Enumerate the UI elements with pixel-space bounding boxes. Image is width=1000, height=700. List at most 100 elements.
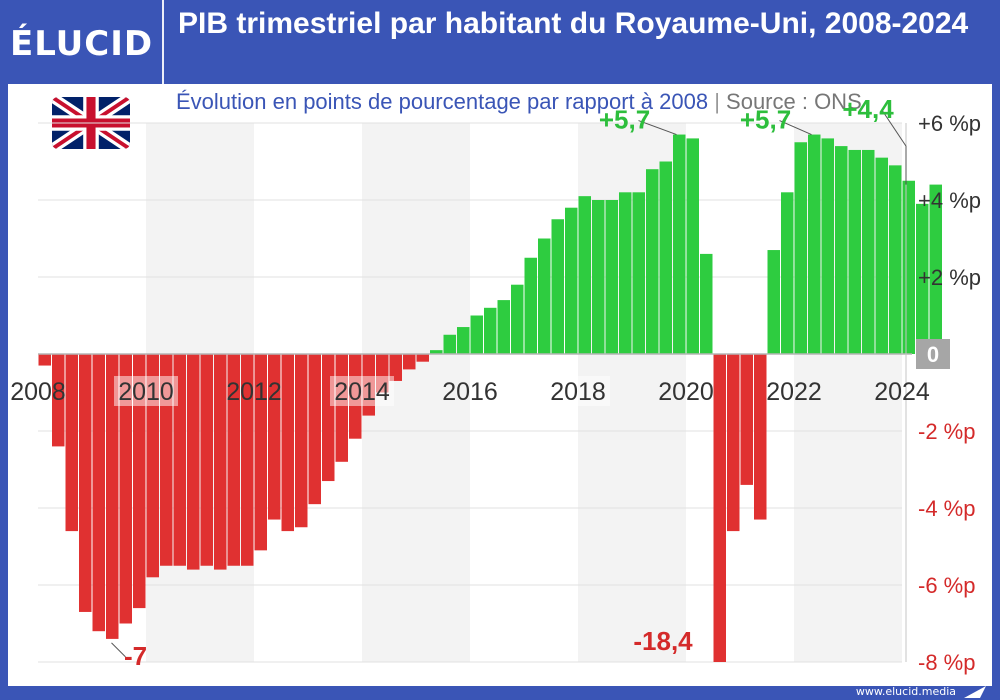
bar: [551, 219, 564, 354]
bar: [524, 257, 537, 354]
annotation-leader: [881, 109, 907, 185]
bar: [38, 354, 51, 366]
x-tick-label: 2018: [550, 378, 606, 406]
bar: [700, 253, 713, 354]
bar: [862, 149, 875, 354]
bar: [659, 161, 672, 354]
bar: [875, 157, 888, 354]
bar: [457, 327, 470, 354]
annotation-leader: [638, 120, 677, 136]
y-tick-label: -2 %p: [918, 419, 975, 444]
bar: [65, 354, 78, 532]
bar: [389, 354, 402, 381]
bar: [686, 138, 699, 354]
bar: [592, 200, 605, 354]
bar: [187, 354, 200, 570]
annotation-label: -18,4: [633, 626, 693, 656]
zero-badge: [916, 339, 950, 369]
bar: [160, 354, 173, 566]
bar: [808, 134, 821, 354]
bar: [727, 354, 740, 532]
bar: [281, 354, 294, 532]
bar: [578, 196, 591, 354]
x-tick-label: 2024: [874, 378, 930, 406]
source-text: Source : ONS: [726, 89, 862, 114]
x-tick-label: 2014: [334, 378, 390, 406]
x-tick-label: 2010: [118, 378, 174, 406]
bar: [119, 354, 132, 624]
x-tick-label: 2012: [226, 378, 282, 406]
bar: [754, 354, 767, 520]
bar: [713, 354, 726, 662]
bar: [200, 354, 213, 566]
bar: [484, 307, 497, 354]
subtitle-text: Évolution en points de pourcentage par r…: [176, 89, 709, 114]
x-tick-label-bg: [114, 376, 178, 406]
y-tick-label: +6 %p: [918, 111, 981, 136]
bar: [565, 207, 578, 354]
y-tick-label: -8 %p: [918, 650, 975, 675]
bar: [241, 354, 254, 566]
bar: [781, 192, 794, 354]
x-tick-label-bg: [330, 376, 394, 406]
footer-url[interactable]: www.elucid.media: [855, 685, 956, 698]
bar: [619, 192, 632, 354]
x-tick-label-bg: [546, 376, 610, 406]
y-tick-label: 0: [927, 342, 939, 367]
bar: [403, 354, 416, 370]
x-tick-label: 2016: [442, 378, 498, 406]
bar: [673, 134, 686, 354]
bar: [308, 354, 321, 505]
bar: [52, 354, 65, 447]
bar: [173, 354, 186, 566]
annotation-label: +5,7: [599, 105, 650, 135]
bar: [889, 165, 902, 354]
elucid-logo[interactable]: ÉLUCID: [10, 24, 154, 64]
bar: [106, 354, 119, 639]
bar: [929, 184, 942, 354]
bar: [92, 354, 105, 632]
subtitle-separator: |: [714, 89, 720, 114]
elucid-arrow-icon: [964, 686, 986, 698]
annotation-label: +5,7: [740, 105, 791, 135]
bar: [902, 180, 915, 354]
bar: [916, 203, 929, 354]
bar: [646, 169, 659, 354]
bar: [133, 354, 146, 609]
bar: [79, 354, 92, 612]
annotation-label: -7: [124, 641, 147, 671]
annotation-leader: [111, 642, 126, 658]
bar: [821, 138, 834, 354]
y-tick-label: -6 %p: [918, 573, 975, 598]
y-tick-label: +2 %p: [918, 265, 981, 290]
x-tick-label: 2020: [658, 378, 714, 406]
bar: [767, 250, 780, 354]
annotation-leader: [779, 120, 812, 136]
bar: [632, 192, 645, 354]
y-tick-label: +4 %p: [918, 188, 981, 213]
bar: [416, 354, 429, 362]
bar: [794, 142, 807, 354]
x-tick-label: 2008: [10, 378, 66, 406]
header-divider: [162, 0, 164, 84]
chart-title: PIB trimestriel par habitant du Royaume-…: [178, 7, 969, 40]
bar: [497, 300, 510, 354]
bar: [430, 350, 443, 354]
bar: [740, 354, 753, 485]
y-tick-label: -4 %p: [918, 496, 975, 521]
bar: [227, 354, 240, 566]
bar: [538, 238, 551, 354]
x-tick-label: 2022: [766, 378, 822, 406]
chart-subtitle: Évolution en points de pourcentage par r…: [176, 88, 986, 116]
bar: [335, 354, 348, 462]
bar: [295, 354, 308, 528]
bar: [848, 149, 861, 354]
bar: [605, 200, 618, 354]
bar: [254, 354, 267, 551]
bar: [146, 354, 159, 578]
bar: [322, 354, 335, 482]
bar: [268, 354, 281, 520]
bar: [470, 315, 483, 354]
bar: [835, 146, 848, 354]
